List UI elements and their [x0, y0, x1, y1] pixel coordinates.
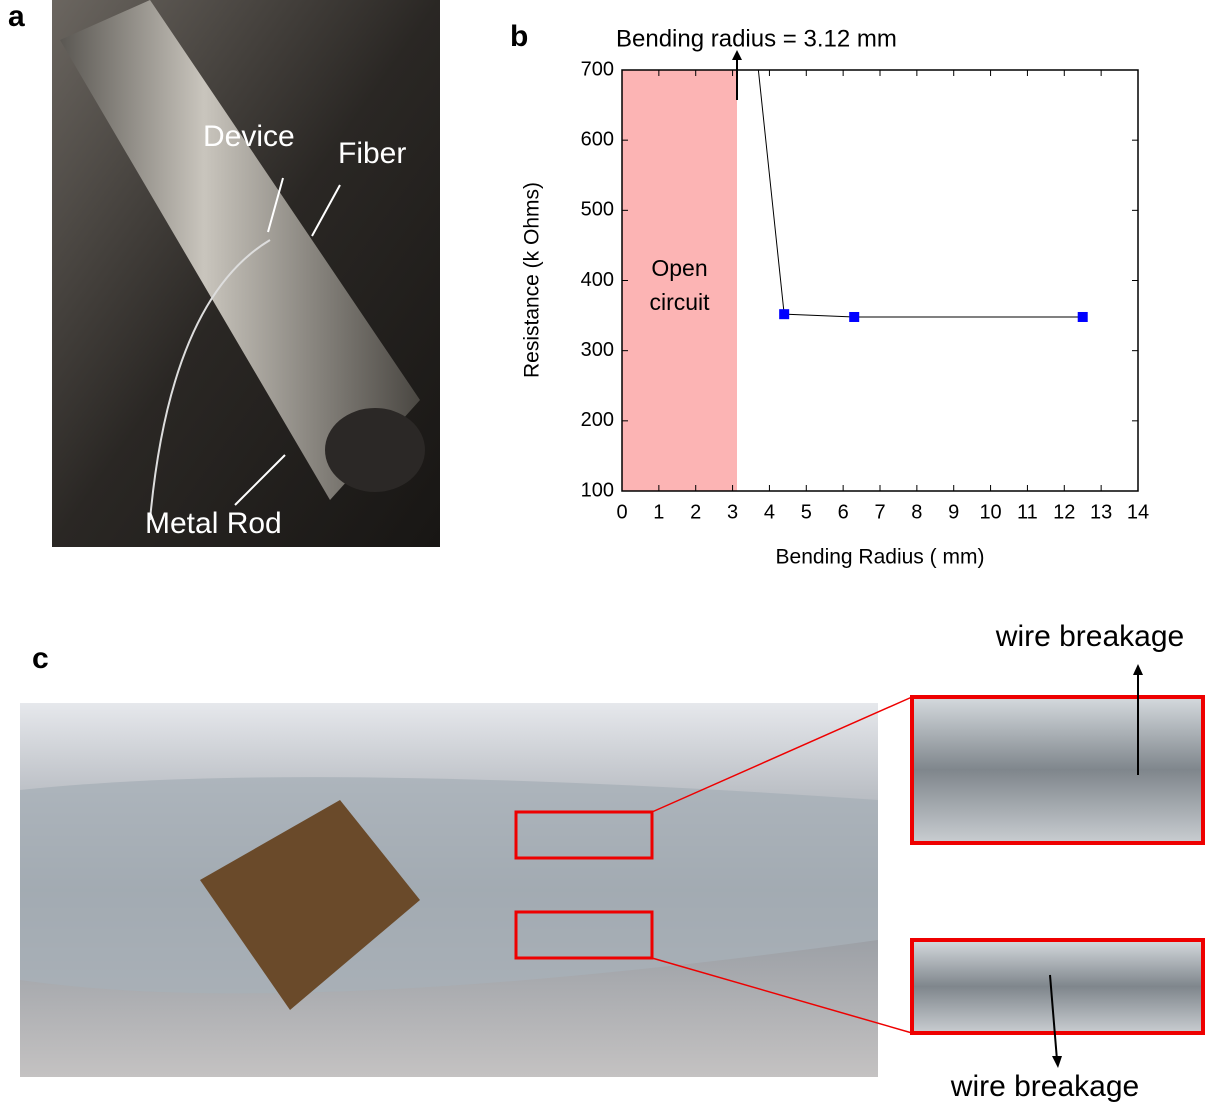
x-tick-label: 6 [838, 501, 849, 523]
annotation: Fiber [338, 137, 406, 170]
y-tick-label: 400 [581, 269, 614, 291]
annotation: wire breakage [995, 620, 1184, 653]
x-tick-label: 14 [1127, 501, 1149, 523]
y-tick-label: 100 [581, 479, 614, 501]
x-tick-label: 12 [1053, 501, 1075, 523]
data-point [1078, 312, 1088, 322]
chart: b Bending radius = 3.12 mm Bending Radiu… [510, 20, 1149, 569]
y-tick-label: 200 [581, 409, 614, 431]
panel-label: b [510, 20, 528, 53]
x-tick-label: 13 [1090, 501, 1112, 523]
x-tick-label: 0 [616, 501, 627, 523]
annotation: wire breakage [950, 1070, 1139, 1103]
y-axis-label: Resistance (k Ohms) [521, 182, 544, 378]
x-tick-label: 7 [874, 501, 885, 523]
y-tick-label: 500 [581, 199, 614, 221]
data-point [779, 309, 789, 319]
photo-a [52, 0, 440, 547]
x-tick-label: 10 [979, 501, 1001, 523]
figure: a Device Fiber Metal Rod c wire breakage… [0, 0, 1220, 1107]
x-tick-label: 4 [764, 501, 775, 523]
x-tick-label: 8 [911, 501, 922, 523]
x-tick-label: 5 [801, 501, 812, 523]
x-tick-label: 1 [653, 501, 664, 523]
annotation: Metal Rod [145, 507, 282, 540]
x-tick-label: 2 [690, 501, 701, 523]
y-tick-label: 300 [581, 339, 614, 361]
photo-c [20, 664, 1203, 1077]
x-tick-label: 11 [1017, 501, 1038, 523]
y-tick-label: 600 [581, 128, 614, 150]
annotation: Bending radius = 3.12 mm [616, 25, 897, 52]
x-tick-label: 3 [727, 501, 738, 523]
x-axis-label: Bending Radius ( mm) [776, 546, 985, 569]
x-tick-label: 9 [948, 501, 959, 523]
data-point [849, 312, 859, 322]
panel-label: a [8, 0, 25, 33]
region-label: circuit [649, 289, 710, 315]
y-tick-label: 700 [581, 58, 614, 80]
annotation: Device [203, 120, 295, 153]
region-label: Open [651, 255, 707, 281]
data-line [758, 70, 1082, 317]
panel-label: c [32, 642, 49, 675]
